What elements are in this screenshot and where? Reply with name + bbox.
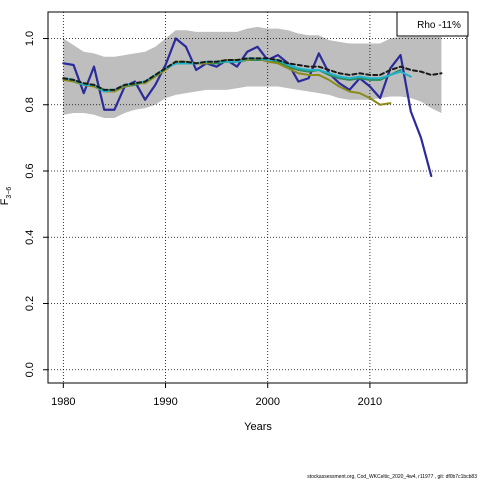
y-tick-label: 0.4 (24, 230, 36, 245)
y-axis-label-subscript: 3−6 (6, 187, 13, 199)
x-tick-label: 1990 (153, 396, 177, 408)
grid-layer (48, 12, 467, 383)
footer-text: stockassessment.org, Cod_WKCeltic_2020_4… (307, 474, 477, 480)
confidence-band (63, 26, 442, 118)
confidence-band-layer (63, 26, 442, 118)
x-tick-label: 2010 (358, 396, 382, 408)
legend-text: Rho -11% (417, 20, 461, 31)
y-tick-label: 0.6 (24, 163, 36, 178)
y-tick-label: 0.2 (24, 296, 36, 311)
x-axis-label: Years (244, 421, 272, 433)
y-tick-label: 1.0 (24, 31, 36, 46)
series-layer (62, 37, 443, 178)
axis-layer: 1980 1990 2000 2010 0.0 0.2 0.4 0.6 0.8 1.0 (24, 31, 382, 408)
y-axis-label-main: F (0, 198, 11, 205)
legend: Rho -11% (396, 11, 469, 37)
y-axis-label: F3−6 (0, 187, 13, 206)
y-tick-label: 0.8 (24, 97, 36, 112)
plot-frame (47, 11, 468, 384)
x-tick-label: 2000 (255, 396, 279, 408)
series-line-5 (62, 57, 443, 91)
y-tick-label: 0.0 (24, 362, 36, 377)
x-tick-label: 1980 (51, 396, 75, 408)
legend-box (396, 11, 469, 37)
y-axis-label-group: F3−6 (0, 187, 13, 206)
series-line-3 (62, 57, 392, 106)
